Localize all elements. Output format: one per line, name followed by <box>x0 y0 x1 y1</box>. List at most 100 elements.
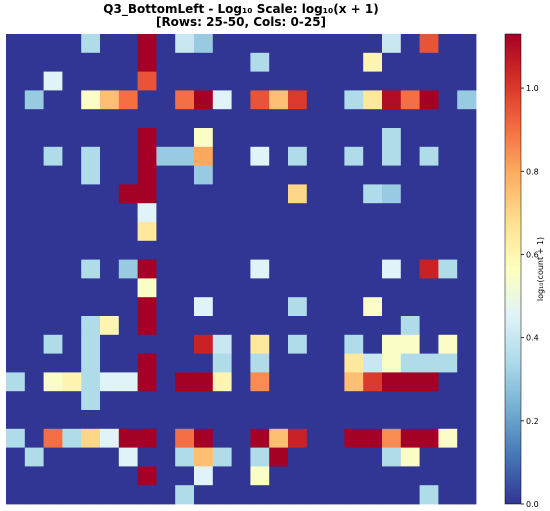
heatmap-cell <box>212 466 232 486</box>
heatmap-cell <box>250 52 270 72</box>
heatmap-cell <box>250 34 270 54</box>
heatmap-cell <box>175 410 195 430</box>
heatmap-cell <box>269 240 289 260</box>
heatmap-cell <box>118 316 138 336</box>
heatmap-cell <box>137 52 157 72</box>
heatmap-cell <box>400 52 420 72</box>
heatmap-cell <box>288 278 308 298</box>
heatmap-cell <box>43 410 63 430</box>
heatmap-cell <box>81 372 101 392</box>
heatmap-cell <box>231 391 251 411</box>
heatmap-cell <box>288 71 308 91</box>
heatmap-cell <box>43 90 63 110</box>
heatmap-cell <box>419 90 439 110</box>
heatmap-cell <box>400 297 420 317</box>
heatmap-cell <box>419 165 439 185</box>
heatmap-cell <box>156 203 176 223</box>
heatmap-cell <box>175 146 195 166</box>
heatmap-cell <box>81 71 101 91</box>
heatmap-cell <box>100 203 120 223</box>
heatmap-cell <box>231 52 251 72</box>
heatmap-cell <box>81 485 101 505</box>
heatmap-cell <box>100 391 120 411</box>
heatmap-cell <box>457 222 477 242</box>
heatmap-cell <box>194 184 214 204</box>
heatmap-cell <box>419 447 439 467</box>
heatmap-cell <box>212 240 232 260</box>
colorbar-tick-label: 0.4 <box>526 334 539 343</box>
heatmap-cell <box>43 128 63 148</box>
heatmap-cell <box>118 391 138 411</box>
heatmap-cell <box>363 203 383 223</box>
heatmap-cell <box>137 165 157 185</box>
heatmap-cell <box>419 52 439 72</box>
colorbar-tick-label: 0.8 <box>526 167 539 176</box>
heatmap-cell <box>156 240 176 260</box>
heatmap-cell <box>62 203 82 223</box>
heatmap-cell <box>62 184 82 204</box>
heatmap-cell <box>269 466 289 486</box>
heatmap-cell <box>400 203 420 223</box>
heatmap-cell <box>288 334 308 354</box>
heatmap-cell <box>363 90 383 110</box>
heatmap-cell <box>438 146 458 166</box>
heatmap-cell <box>382 316 402 336</box>
heatmap-cell <box>419 391 439 411</box>
heatmap-cell <box>325 259 345 279</box>
heatmap-cell <box>194 222 214 242</box>
heatmap-cell <box>250 316 270 336</box>
heatmap-cell <box>344 428 364 448</box>
heatmap-cell <box>306 297 326 317</box>
heatmap-cell <box>81 447 101 467</box>
heatmap-cell <box>363 240 383 260</box>
heatmap-cell <box>43 203 63 223</box>
heatmap-cell <box>306 485 326 505</box>
heatmap-cell <box>457 485 477 505</box>
heatmap-cell <box>269 447 289 467</box>
heatmap-cell <box>288 184 308 204</box>
heatmap-cell <box>400 316 420 336</box>
heatmap-cell <box>438 391 458 411</box>
heatmap-cell <box>62 334 82 354</box>
heatmap-cell <box>81 353 101 373</box>
heatmap-cell <box>363 466 383 486</box>
heatmap-cell <box>43 278 63 298</box>
heatmap-cell <box>156 485 176 505</box>
heatmap-cell <box>137 259 157 279</box>
heatmap-cell <box>24 372 44 392</box>
heatmap-cell <box>419 240 439 260</box>
heatmap-cell <box>175 353 195 373</box>
heatmap-cell <box>175 428 195 448</box>
heatmap-cell <box>81 222 101 242</box>
heatmap-cell <box>194 316 214 336</box>
heatmap-cell <box>344 34 364 54</box>
heatmap-cell <box>344 466 364 486</box>
heatmap-cell <box>62 316 82 336</box>
heatmap-cell <box>175 203 195 223</box>
heatmap-cell <box>137 90 157 110</box>
heatmap-cell <box>288 372 308 392</box>
heatmap-cell <box>175 259 195 279</box>
heatmap-cell <box>81 278 101 298</box>
heatmap-cell <box>231 109 251 129</box>
heatmap-cell <box>288 146 308 166</box>
heatmap-cell <box>325 466 345 486</box>
heatmap-cell <box>419 184 439 204</box>
heatmap-cell <box>325 353 345 373</box>
heatmap-cell <box>344 52 364 72</box>
heatmap-cell <box>194 372 214 392</box>
heatmap-cell <box>231 34 251 54</box>
heatmap-cell <box>457 372 477 392</box>
heatmap-cell <box>175 52 195 72</box>
heatmap-cell <box>118 297 138 317</box>
heatmap-cell <box>344 316 364 336</box>
heatmap-cell <box>344 222 364 242</box>
heatmap-cell <box>62 34 82 54</box>
heatmap-cell <box>62 485 82 505</box>
heatmap-cell <box>194 334 214 354</box>
heatmap-cell <box>269 52 289 72</box>
heatmap-cell <box>62 222 82 242</box>
heatmap-cell <box>457 316 477 336</box>
heatmap-cell <box>6 353 26 373</box>
heatmap-cell <box>212 353 232 373</box>
